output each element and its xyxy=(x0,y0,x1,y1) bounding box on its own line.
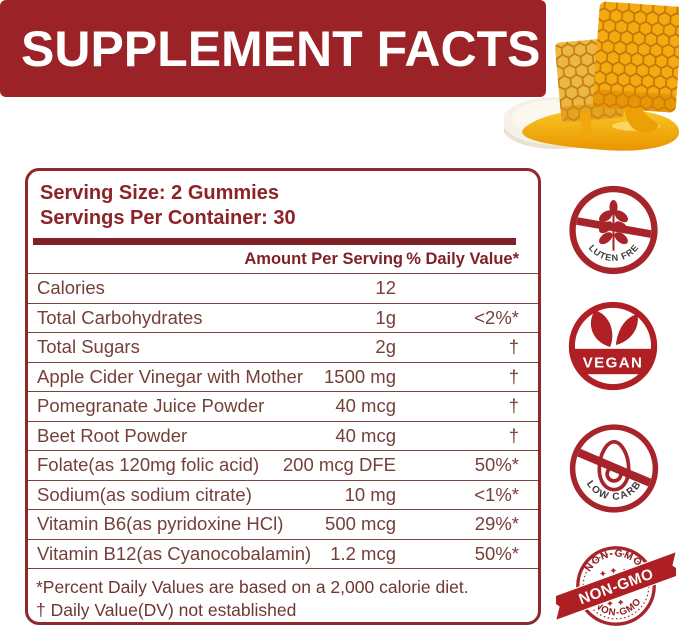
low-carb-badge: LOW CARB xyxy=(569,424,659,513)
nutrient-name: Beet Root Powder xyxy=(37,424,188,446)
honey-drip-left xyxy=(580,112,592,139)
daily-value-column-header: % Daily Value* xyxy=(406,250,519,268)
footnote-percent: *Percent Daily Values are based on a 2,0… xyxy=(36,577,469,597)
serving-size: Serving Size: 2 Gummies xyxy=(40,182,279,204)
nutrient-name: Pomegranate Juice Powder xyxy=(37,395,265,416)
table-row: Vitamin B6(as pyridoxine HCl) 500 mcg 29… xyxy=(28,509,538,539)
nutrient-dv: † xyxy=(508,365,519,387)
non-gmo-badge: NON-GMO NON-GMO NON-GMO xyxy=(556,545,676,626)
nutrient-amount: 40 mcg xyxy=(335,395,396,416)
table-row: Beet Root Powder 40 mcg † xyxy=(28,420,538,451)
nutrient-dv: † xyxy=(508,336,519,357)
nutrient-dv: 29%* xyxy=(474,513,519,534)
nutrient-name: Total Carbohydrates xyxy=(37,306,203,328)
title-banner: SUPPLEMENT FACTS xyxy=(0,0,546,97)
supplement-facts-panel: Serving Size: 2 Gummies Servings Per Con… xyxy=(25,168,541,625)
nutrient-name: Vitamin B6(as pyridoxine HCl) xyxy=(37,513,284,534)
nutrient-amount: 200 mcg DFE xyxy=(282,454,396,475)
nutrient-dv: † xyxy=(508,395,519,416)
serving-info: Serving Size: 2 Gummies Servings Per Con… xyxy=(28,171,538,235)
leaves-icon xyxy=(590,310,638,347)
footnote-dagger: † Daily Value(DV) not established xyxy=(36,599,297,620)
table-row: Total Carbohydrates 1g <2%* xyxy=(28,302,538,333)
table-row: Total Sugars 2g † xyxy=(28,332,538,362)
table-row: Sodium(as sodium citrate) 10 mg <1%* xyxy=(28,479,538,510)
table-row: Folate(as 120mg folic acid) 200 mcg DFE … xyxy=(28,450,538,480)
table-row: Calories 12 xyxy=(28,273,538,303)
nutrient-name: Apple Cider Vinegar with Mother xyxy=(37,365,303,387)
nutrient-amount: 500 mcg xyxy=(325,513,396,534)
nutrient-dv: <1%* xyxy=(474,483,519,505)
no-slash-icon xyxy=(575,443,653,492)
gluten-free-badge: GLUTEN FREE xyxy=(568,183,658,275)
vegan-badge: VEGAN xyxy=(568,301,658,391)
no-slash-icon xyxy=(575,215,652,241)
honeycomb-front-piece xyxy=(593,1,679,113)
nutrient-amount: 2g xyxy=(375,336,396,357)
nutrient-name: Sodium(as sodium citrate) xyxy=(37,483,252,505)
table-row: Vitamin B12(as Cyanocobalamin) 1.2 mcg 5… xyxy=(28,538,538,569)
table-row: Pomegranate Juice Powder 40 mcg † xyxy=(28,391,538,421)
column-headers: Amount Per Serving % Daily Value* xyxy=(28,245,538,273)
vegan-label: VEGAN xyxy=(583,355,644,372)
honeycomb-illustration xyxy=(504,1,679,151)
nutrient-dv: 50%* xyxy=(474,454,519,475)
servings-per-container: Servings Per Container: 30 xyxy=(40,207,296,229)
honey-drip-front xyxy=(624,108,659,133)
nutrient-name: Calories xyxy=(37,277,105,298)
nutrient-amount: 1.2 mcg xyxy=(330,542,396,564)
table-row: Apple Cider Vinegar with Mother 1500 mg … xyxy=(28,361,538,392)
divider-bar xyxy=(33,238,516,245)
nutrient-amount: 1g xyxy=(375,306,396,328)
nutrient-name: Total Sugars xyxy=(37,336,140,357)
nutrient-name: Folate(as 120mg folic acid) xyxy=(37,454,260,475)
nutrient-amount: 1500 mg xyxy=(324,365,396,387)
nutrient-amount: 10 mg xyxy=(344,483,396,505)
nutrient-dv: † xyxy=(508,424,519,446)
nutrient-dv: 50%* xyxy=(474,542,519,564)
nutrient-amount: 40 mcg xyxy=(335,424,396,446)
nutrient-name: Vitamin B12(as Cyanocobalamin) xyxy=(37,542,312,564)
nutrient-dv: <2%* xyxy=(474,306,519,328)
footnotes: *Percent Daily Values are based on a 2,0… xyxy=(28,568,538,622)
nutrient-amount: 12 xyxy=(375,277,396,298)
page-title: SUPPLEMENT FACTS xyxy=(21,21,541,77)
amount-column-header: Amount Per Serving xyxy=(244,250,403,268)
